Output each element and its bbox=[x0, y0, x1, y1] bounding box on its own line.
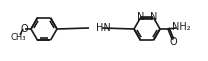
Text: N: N bbox=[137, 12, 144, 22]
Text: NH₂: NH₂ bbox=[172, 22, 190, 32]
Text: CH₃: CH₃ bbox=[10, 33, 26, 43]
Text: O: O bbox=[20, 24, 28, 34]
Text: O: O bbox=[169, 37, 177, 47]
Text: HN: HN bbox=[96, 23, 111, 33]
Text: N: N bbox=[150, 12, 157, 22]
